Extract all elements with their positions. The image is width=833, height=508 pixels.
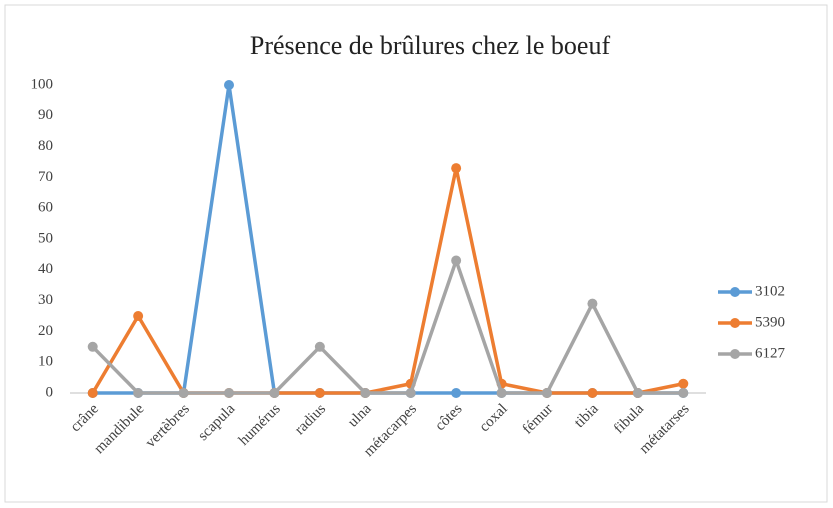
- y-tick-label: 40: [38, 261, 53, 277]
- marker: [87, 388, 98, 398]
- chart-border: [4, 4, 828, 503]
- y-tick-label: 20: [38, 323, 53, 339]
- y-tick-label: 60: [38, 200, 53, 216]
- series-line: [91, 258, 684, 395]
- legend-marker: [730, 287, 740, 297]
- y-tick-label: 30: [38, 292, 53, 308]
- legend-marker: [730, 318, 740, 328]
- y-tick-label: 100: [31, 76, 54, 92]
- marker: [542, 388, 552, 398]
- legend-label: 3102: [755, 283, 785, 299]
- chart-title: Présence de brûlures chez le boeuf: [250, 31, 611, 60]
- legend-marker: [730, 349, 740, 359]
- y-tick-label: 70: [38, 169, 53, 185]
- marker: [678, 388, 689, 398]
- marker: [133, 388, 144, 398]
- marker: [678, 378, 689, 389]
- marker: [224, 388, 234, 398]
- marker: [178, 388, 189, 398]
- marker: [314, 388, 325, 398]
- y-tick-label: 10: [38, 354, 53, 370]
- marker: [405, 388, 416, 398]
- legend-label: 5390: [755, 314, 785, 330]
- marker: [451, 163, 462, 174]
- y-tick-label: 0: [46, 384, 54, 400]
- marker: [87, 341, 98, 352]
- marker: [314, 341, 325, 352]
- y-tick-label: 90: [38, 107, 53, 123]
- legend-label: 6127: [755, 345, 786, 361]
- marker: [496, 388, 507, 398]
- marker: [451, 255, 462, 266]
- y-tick-label: 50: [38, 230, 53, 246]
- marker: [360, 388, 371, 398]
- y-tick-label: 80: [38, 138, 53, 154]
- marker: [587, 388, 598, 398]
- marker: [224, 80, 234, 90]
- marker: [632, 388, 643, 398]
- marker: [587, 298, 598, 309]
- marker: [133, 311, 144, 321]
- marker: [269, 388, 280, 398]
- marker: [451, 388, 462, 398]
